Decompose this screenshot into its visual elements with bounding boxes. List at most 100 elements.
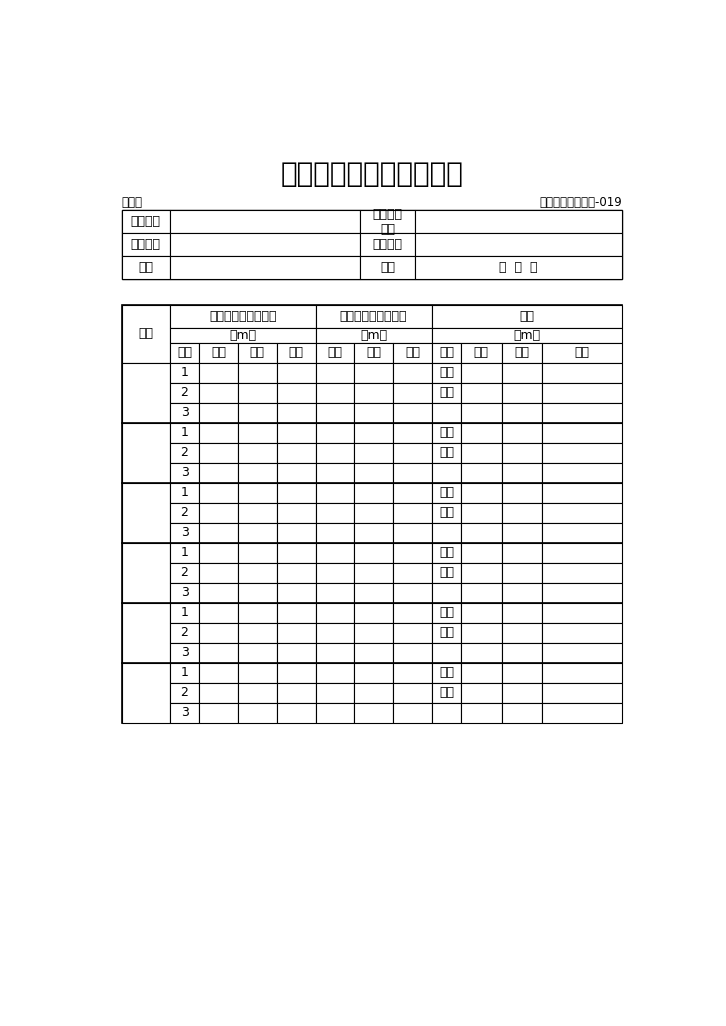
Bar <box>199 522 238 543</box>
Bar <box>502 402 542 423</box>
Bar <box>277 383 316 402</box>
Bar <box>542 663 622 683</box>
Bar <box>238 482 277 503</box>
Bar <box>316 383 354 402</box>
Bar <box>238 383 277 402</box>
Text: 顶板: 顶板 <box>439 506 454 519</box>
Text: （m）: （m） <box>360 329 387 342</box>
Bar <box>170 703 199 723</box>
Bar <box>170 305 316 328</box>
Bar <box>238 402 277 423</box>
Bar <box>461 362 502 383</box>
Bar <box>502 643 542 663</box>
Bar <box>461 543 502 563</box>
Bar <box>316 663 354 683</box>
Bar <box>393 663 432 683</box>
Text: 工程名称: 工程名称 <box>131 215 160 228</box>
Text: 年  月  日: 年 月 日 <box>499 262 538 274</box>
Bar <box>393 563 432 583</box>
Bar <box>238 583 277 603</box>
Bar <box>432 402 461 423</box>
Bar <box>199 603 238 623</box>
Bar <box>393 463 432 482</box>
Bar <box>238 703 277 723</box>
Bar <box>354 683 393 703</box>
Bar <box>502 344 542 362</box>
Bar <box>461 383 502 402</box>
Bar <box>461 522 502 543</box>
Text: 2: 2 <box>181 686 189 700</box>
Text: 2: 2 <box>181 626 189 639</box>
Bar <box>277 643 316 663</box>
Text: 位置: 位置 <box>439 347 454 359</box>
Bar <box>277 623 316 643</box>
Bar <box>277 482 316 503</box>
Bar <box>393 482 432 503</box>
Bar <box>502 563 542 583</box>
Bar <box>122 362 170 423</box>
Bar <box>277 463 316 482</box>
Text: 3: 3 <box>181 406 189 420</box>
Bar <box>354 344 393 362</box>
Bar <box>170 210 360 233</box>
Bar <box>170 402 199 423</box>
Bar <box>277 344 316 362</box>
Bar <box>316 402 354 423</box>
Text: 3: 3 <box>181 526 189 540</box>
Bar <box>393 362 432 383</box>
Bar <box>354 663 393 683</box>
Bar <box>502 543 542 563</box>
Text: 日期: 日期 <box>380 262 395 274</box>
Bar <box>393 603 432 623</box>
Bar <box>432 703 461 723</box>
Text: 2: 2 <box>181 386 189 399</box>
Bar <box>393 442 432 463</box>
Bar <box>199 503 238 522</box>
Bar <box>122 603 170 663</box>
Bar <box>542 583 622 603</box>
Bar <box>461 643 502 663</box>
Bar <box>461 503 502 522</box>
Bar <box>461 563 502 583</box>
Text: 差值: 差值 <box>289 347 303 359</box>
Bar <box>502 663 542 683</box>
Bar <box>277 663 316 683</box>
Text: 编号：: 编号： <box>122 196 143 208</box>
Text: 底板: 底板 <box>439 606 454 620</box>
Bar <box>393 683 432 703</box>
Bar <box>316 603 354 623</box>
Bar <box>122 210 622 279</box>
Bar <box>542 563 622 583</box>
Bar <box>199 703 238 723</box>
Bar <box>502 583 542 603</box>
Bar <box>393 543 432 563</box>
Bar <box>170 683 199 703</box>
Bar <box>461 463 502 482</box>
Bar <box>316 482 354 503</box>
Bar <box>542 703 622 723</box>
Text: 3: 3 <box>181 707 189 719</box>
Bar <box>238 623 277 643</box>
Bar <box>461 663 502 683</box>
Bar <box>170 233 360 256</box>
Bar <box>277 543 316 563</box>
Bar <box>238 503 277 522</box>
Bar <box>122 663 170 723</box>
Bar <box>277 402 316 423</box>
Text: 底板: 底板 <box>439 486 454 500</box>
Bar <box>316 703 354 723</box>
Bar <box>199 663 238 683</box>
Bar <box>199 423 238 442</box>
Bar <box>316 623 354 643</box>
Bar <box>238 522 277 543</box>
Bar <box>122 482 170 543</box>
Bar <box>354 362 393 383</box>
Bar <box>393 402 432 423</box>
Bar <box>316 328 432 344</box>
Bar <box>316 305 432 328</box>
Bar <box>316 423 354 442</box>
Bar <box>316 442 354 463</box>
Text: 2: 2 <box>181 566 189 580</box>
Bar <box>542 503 622 522</box>
Bar <box>170 603 199 623</box>
